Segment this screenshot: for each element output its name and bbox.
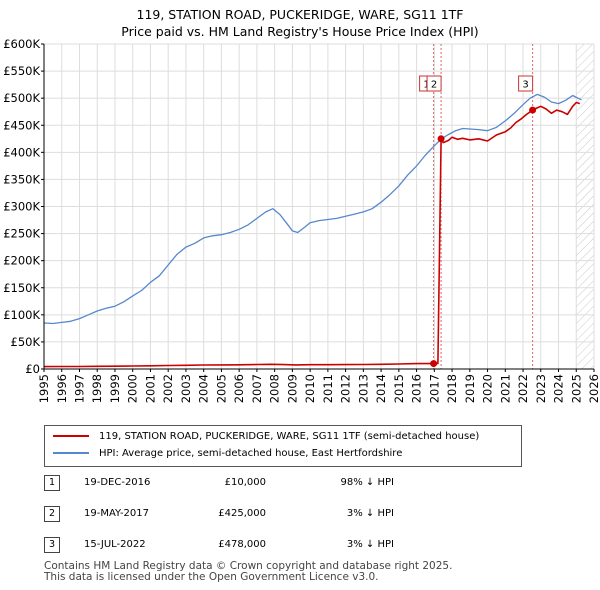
sale-marker-labels: 123 [419,75,534,92]
x-axis: 1995 1996 1997 1998 1999 2000 2001 2002 2003 2004… [37,368,600,403]
x-tick-label: 2012 [339,374,353,403]
grid-lines [43,43,595,370]
x-tick-label: 2001 [143,374,157,403]
y-tick-label: £150K [3,281,40,295]
y-tick-label: £300K [3,200,40,214]
sale-row: 2 19-MAY-2017 £425,000 3% ↓ HPI [44,505,564,523]
sale-number-badge: 1 [44,475,60,491]
series-lines [43,93,582,368]
y-tick-label: £500K [3,91,40,105]
x-tick-label: 2016 [410,374,424,403]
x-tick-label: 2006 [232,374,246,403]
x-tick-label: 2014 [374,374,388,403]
sale-row: 3 15-JUL-2022 £478,000 3% ↓ HPI [44,536,564,554]
sale-date: 19-DEC-2016 [84,477,151,488]
hpi-line [43,93,582,325]
x-tick-label: 2002 [161,374,175,403]
y-tick-label: £100K [3,308,40,322]
sale-point-2 [437,135,445,143]
x-tick-label: 1995 [37,374,51,403]
x-tick-label: 2021 [498,374,512,403]
legend-label-property: 119, STATION ROAD, PUCKERIDGE, WARE, SG1… [99,431,480,442]
y-axis: £0 £50K £100K £150K £200K £250K £300K £350K £400… [3,37,45,376]
chart-title: 119, STATION ROAD, PUCKERIDGE, WARE, SG1… [0,6,600,40]
legend-label-hpi: HPI: Average price, semi-detached house,… [99,448,403,459]
y-tick-label: £200K [3,254,40,268]
sale-number-badge: 3 [44,537,60,553]
y-tick-label: £400K [3,145,40,159]
x-tick-label: 2023 [534,374,548,403]
x-tick-label: 1997 [73,374,87,403]
x-tick-label: 2000 [126,374,140,403]
sale-hpi-diff: 3% ↓ HPI [346,539,394,550]
x-tick-label: 2005 [214,374,228,403]
legend-swatch-hpi [53,452,89,454]
sale-marker-number: 2 [431,80,437,91]
sale-marker-number: 3 [522,80,528,91]
x-tick-label: 2018 [445,374,459,403]
sale-hpi-diff: 98% ↓ HPI [340,477,394,488]
x-tick-label: 2003 [179,374,193,403]
sale-marker-box [518,75,534,92]
price-chart: 123 £0£50K£100K£150K£200K£250K£300K£350K… [3,37,600,403]
x-tick-label: 2013 [356,374,370,403]
x-tick-label: 2010 [303,374,317,403]
y-tick-label: £450K [3,118,40,132]
chart-legend: 119, STATION ROAD, PUCKERIDGE, WARE, SG1… [44,425,522,467]
sale-number-badge: 2 [44,506,60,522]
x-tick-label: 2024 [552,374,566,403]
footer-credits: Contains HM Land Registry data © Crown c… [44,561,452,583]
x-tick-label: 2004 [197,374,211,403]
y-tick-label: £0 [25,362,40,376]
sale-hpi-diff: 3% ↓ HPI [346,508,394,519]
sale-date: 19-MAY-2017 [84,508,150,519]
legend-item-property: 119, STATION ROAD, PUCKERIDGE, WARE, SG1… [53,429,479,445]
sale-point-3 [529,106,537,114]
sale-marker-label-3: 3 [518,75,534,92]
sale-marker-box [426,75,442,92]
sale-date: 15-JUL-2022 [84,539,146,550]
y-tick-label: £250K [3,227,40,241]
x-tick-label: 1998 [90,374,104,403]
x-tick-label: 1996 [55,374,69,403]
sale-marker-label-2: 2 [426,75,442,92]
x-tick-label: 2020 [481,374,495,403]
sale-price: £10,000 [224,477,266,488]
sale-row: 1 19-DEC-2016 £10,000 98% ↓ HPI [44,474,564,492]
sale-price: £425,000 [218,508,266,519]
footer-line1: Contains HM Land Registry data © Crown c… [44,560,453,572]
sale-price: £478,000 [218,539,266,550]
x-tick-label: 2017 [427,374,441,403]
legend-swatch-property [53,435,89,437]
x-tick-label: 2022 [516,374,530,403]
footer-line2: This data is licensed under the Open Gov… [44,571,379,583]
x-tick-label: 2019 [463,374,477,403]
sale-point-1 [430,360,438,368]
property-price-line [43,101,581,368]
legend-item-hpi: HPI: Average price, semi-detached house,… [53,446,402,462]
x-tick-label: 2026 [587,374,600,403]
sale-points [430,106,537,368]
x-tick-label: 2008 [268,374,282,403]
y-tick-label: £50K [11,335,41,349]
chart-title-line2: Price paid vs. HM Land Registry's House … [121,24,479,39]
x-tick-label: 2025 [569,374,583,403]
x-tick-label: 2009 [285,374,299,403]
chart-title-line1: 119, STATION ROAD, PUCKERIDGE, WARE, SG1… [136,7,464,22]
y-tick-label: £350K [3,172,40,186]
x-tick-label: 2011 [321,374,335,403]
x-tick-label: 2007 [250,374,264,403]
x-tick-label: 1999 [108,374,122,403]
y-tick-label: £550K [3,64,40,78]
y-tick-label: £600K [3,37,40,51]
x-tick-label: 2015 [392,374,406,403]
